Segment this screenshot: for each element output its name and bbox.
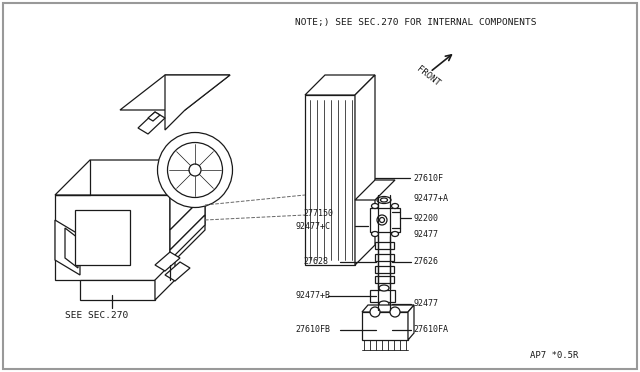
Polygon shape [155,252,180,271]
Ellipse shape [380,218,385,222]
Text: 92200: 92200 [413,214,438,222]
Ellipse shape [377,196,391,203]
Polygon shape [305,95,355,265]
Text: 92477: 92477 [413,299,438,308]
Polygon shape [305,75,375,95]
Bar [375,242,394,249]
Polygon shape [138,112,165,134]
Ellipse shape [381,198,387,202]
Polygon shape [80,280,155,300]
Polygon shape [370,290,395,302]
Ellipse shape [189,164,201,176]
Polygon shape [170,195,205,250]
Polygon shape [362,312,408,340]
Polygon shape [165,75,230,130]
Ellipse shape [157,132,232,208]
Polygon shape [170,215,205,260]
Circle shape [390,307,400,317]
Bar [375,266,394,273]
Text: 92477: 92477 [413,230,438,238]
Polygon shape [370,208,400,232]
Ellipse shape [371,231,378,237]
Polygon shape [362,305,414,312]
Polygon shape [355,75,375,265]
Text: 27626: 27626 [413,257,438,266]
Text: 27610F: 27610F [413,173,443,183]
Ellipse shape [379,285,389,291]
Ellipse shape [392,231,399,237]
Polygon shape [165,262,190,281]
Ellipse shape [168,142,223,198]
Polygon shape [55,160,205,195]
Text: 27610FB: 27610FB [295,326,330,334]
Polygon shape [155,260,175,300]
Circle shape [370,307,380,317]
Text: 27610FA: 27610FA [413,326,448,334]
Text: 277150: 277150 [303,208,333,218]
Text: NOTE;) SEE SEC.270 FOR INTERNAL COMPONENTS: NOTE;) SEE SEC.270 FOR INTERNAL COMPONEN… [295,17,536,26]
Polygon shape [55,220,80,275]
Text: 92477+A: 92477+A [413,193,448,202]
Polygon shape [355,180,395,200]
Polygon shape [148,112,160,121]
Ellipse shape [379,301,389,307]
Polygon shape [55,195,170,280]
Polygon shape [65,228,78,268]
Polygon shape [75,210,130,265]
Text: FRONT: FRONT [415,64,442,88]
Polygon shape [170,160,205,265]
Ellipse shape [392,203,399,208]
Ellipse shape [371,203,378,208]
Polygon shape [408,305,414,340]
Bar [375,276,394,283]
Polygon shape [120,75,230,110]
Polygon shape [170,160,205,230]
Text: SEE SEC.270: SEE SEC.270 [65,311,128,321]
Bar [375,254,394,261]
Text: 27628: 27628 [303,257,328,266]
Text: 92477+B: 92477+B [295,292,330,301]
Text: AP7 *0.5R: AP7 *0.5R [530,350,579,359]
Ellipse shape [377,215,387,225]
Text: 92477+C: 92477+C [295,221,330,231]
